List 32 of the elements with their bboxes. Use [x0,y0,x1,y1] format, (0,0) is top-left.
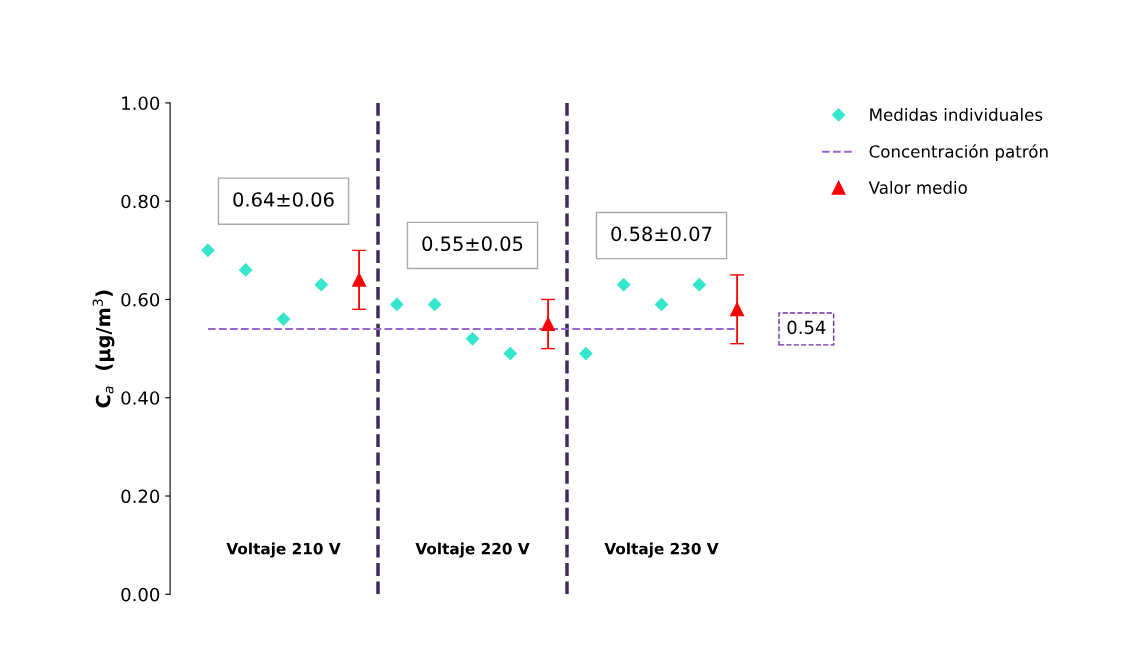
point [428,297,442,311]
point [352,272,367,287]
annotation: 0.58±0.07 [611,226,712,242]
point [390,297,404,311]
point [617,278,631,292]
point [465,332,480,346]
y-tick-label: 0.60 [121,292,160,307]
legend-label: Concentración patrón [869,144,1048,162]
point [541,317,556,331]
annotation: Voltaje 220 V [415,542,530,558]
y-tick-label: 0.20 [121,489,160,504]
y-tick-label: 0.00 [121,587,160,602]
point [239,263,253,277]
text: C$_{a}$ (µg/m$^{3}$) [92,290,115,408]
point [730,302,745,317]
legend-label: Medidas individuales [870,108,1043,121]
text: 0.54 [787,320,826,335]
annotation: 0.55±0.05 [422,236,523,252]
legend-label: Valor medio [868,181,967,194]
y-tick-label: 0.40 [121,391,160,405]
point [503,346,517,361]
point [654,297,669,311]
annotation: Voltaje 210 V [226,542,341,558]
point [201,243,215,257]
annotation: Voltaje 230 V [604,542,719,558]
y-tick-label: 0.80 [121,194,160,209]
annotation: 0.64±0.06 [233,192,334,207]
point [579,346,593,361]
point [692,278,706,292]
y-tick-label: 1.00 [122,96,160,111]
point [314,278,328,292]
point [276,312,291,326]
